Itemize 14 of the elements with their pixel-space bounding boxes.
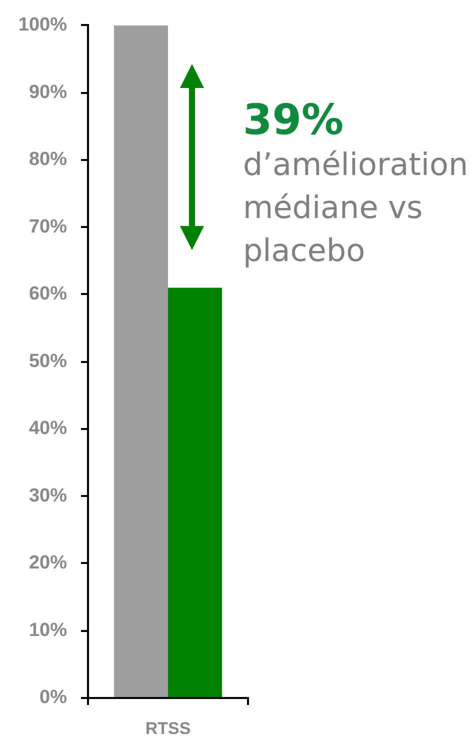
y-tick-label: 50% [28,350,68,372]
annotation: d’amélioration médiane vs placebo [243,146,470,271]
y-tick-label: 20% [28,552,68,574]
y-tick-label: 80% [28,149,68,170]
y-tick-label: 60% [28,284,68,305]
y-tick-label: 90% [28,82,68,103]
annotation: 39% [243,95,345,144]
y-tick-label: 10% [28,620,68,641]
y-tick-label: 70% [28,216,68,238]
y-tick-label: 0% [40,687,68,708]
y-tick-label: 30% [28,485,68,506]
y-tick-label: 100% [18,14,68,36]
x-tick-label: RTSS [145,718,191,738]
y-tick-label: 40% [28,418,68,440]
